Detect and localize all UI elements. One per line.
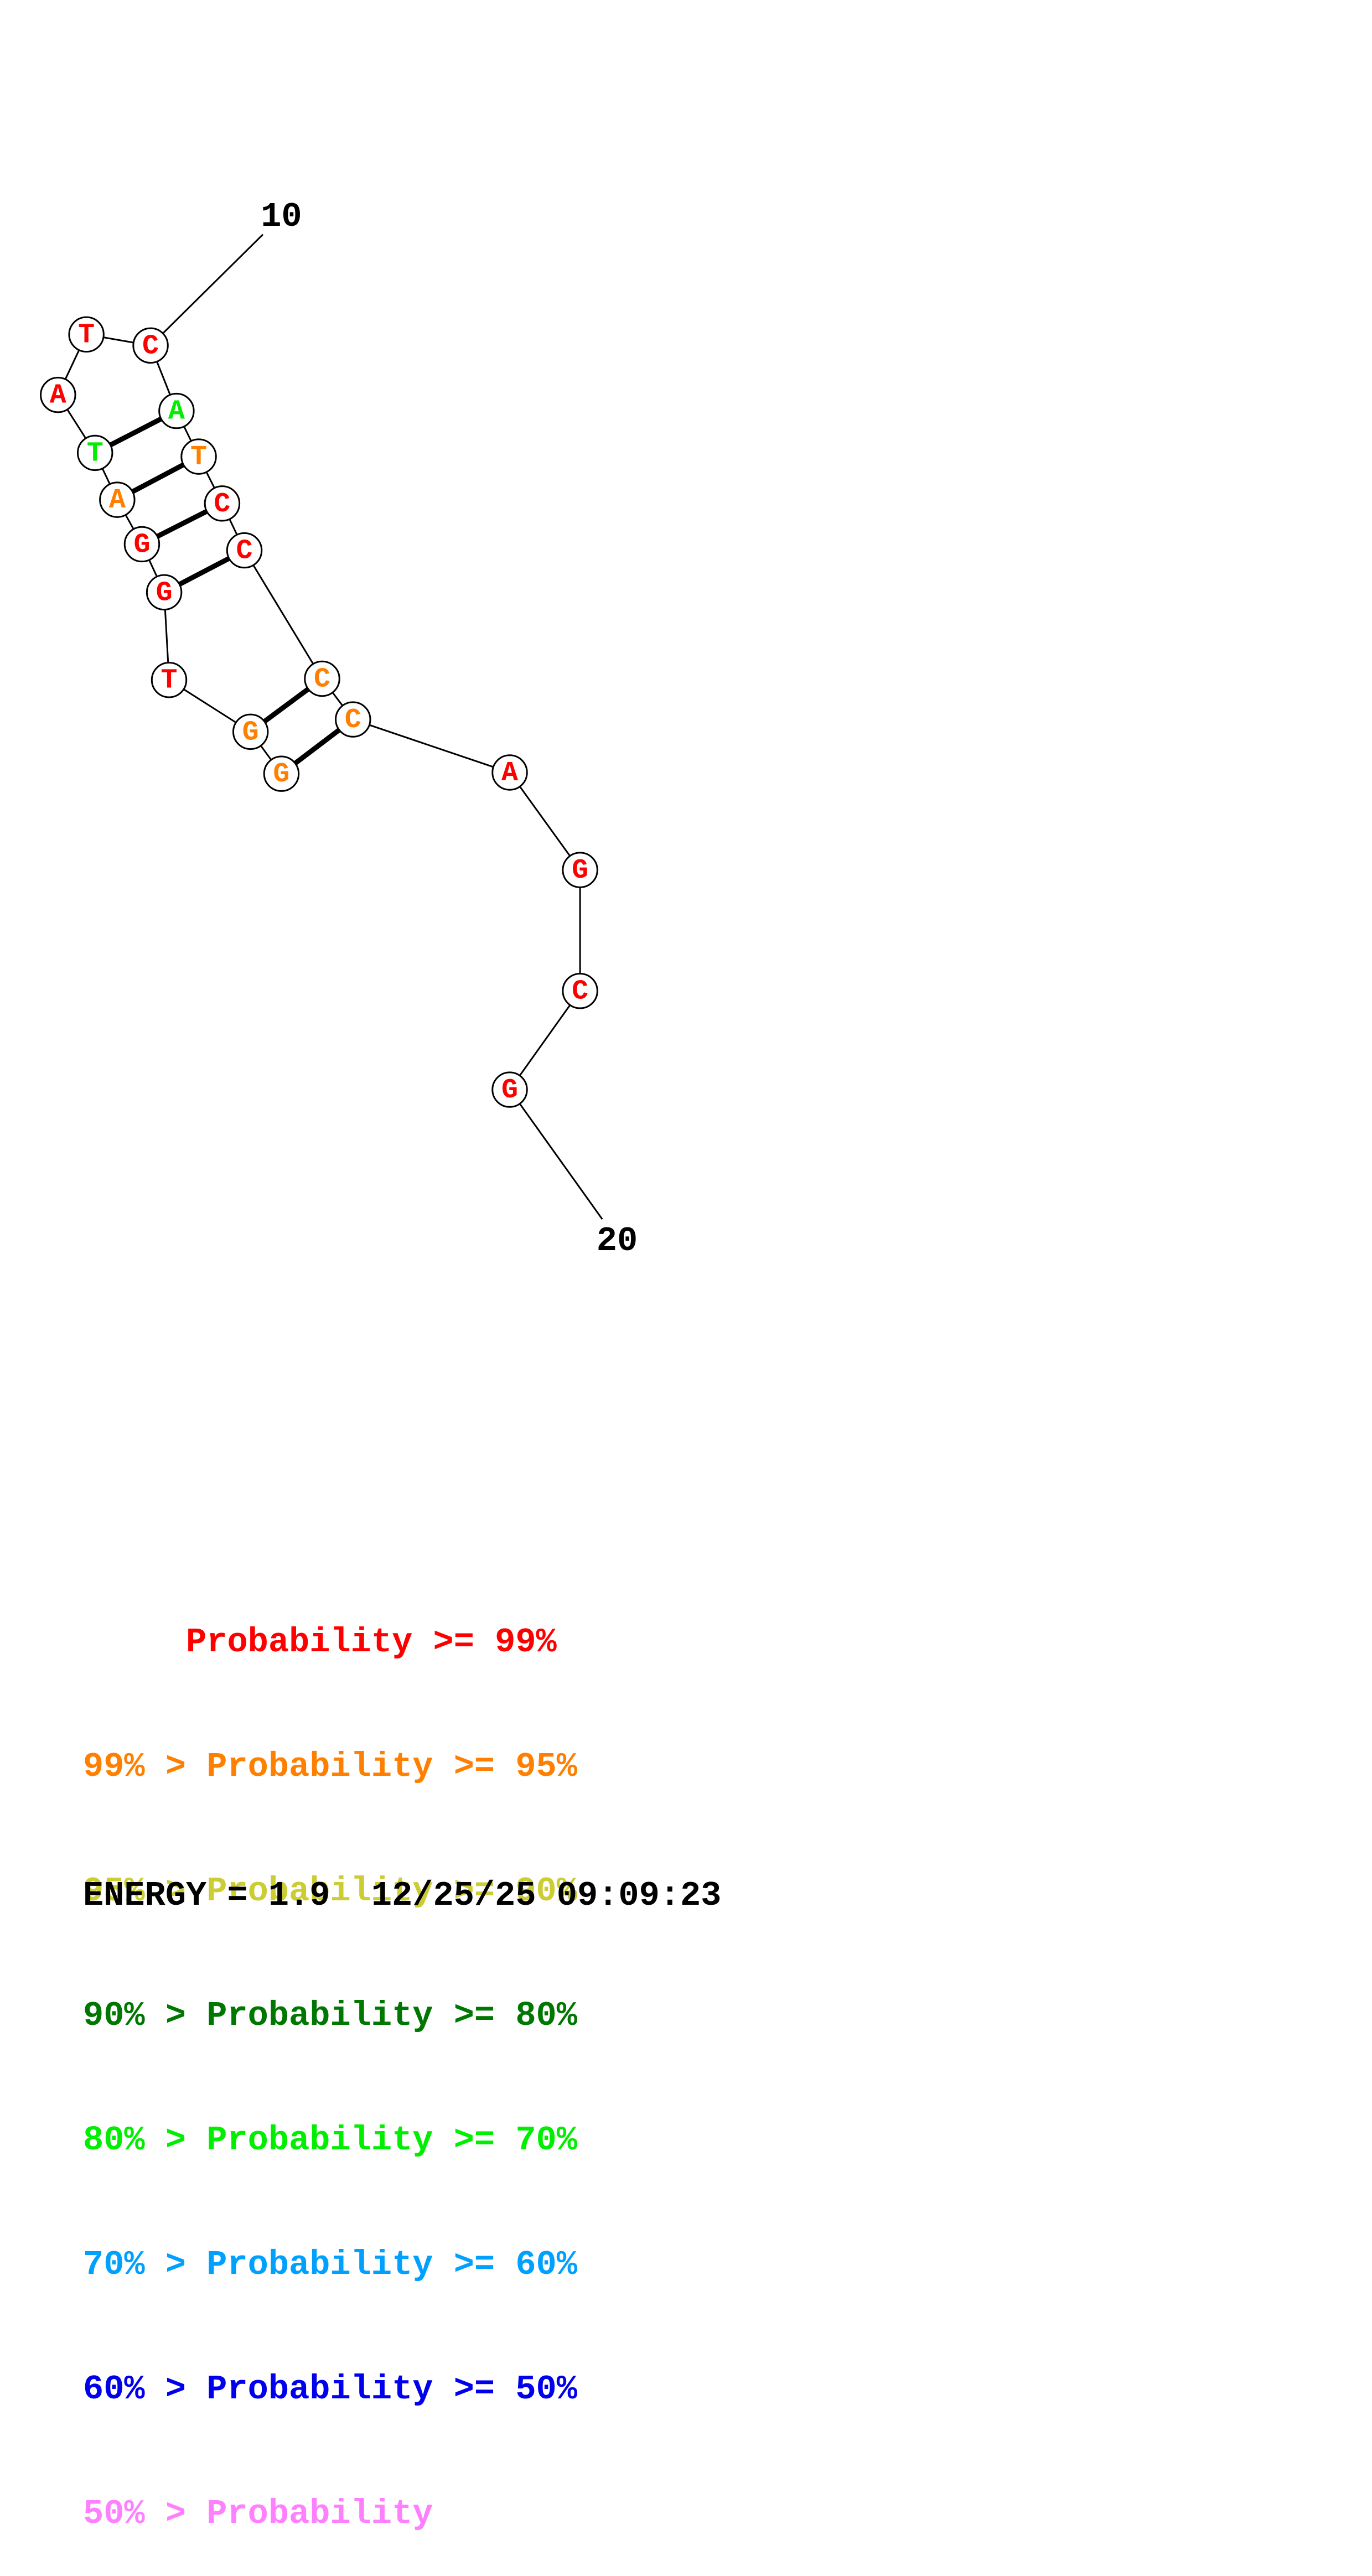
- nucleotide-letter: C: [214, 489, 230, 520]
- nucleotide-circle: [151, 662, 188, 698]
- legend-row-7: 50% > Probability: [83, 2494, 433, 2533]
- nucleotide-letter: G: [156, 577, 173, 609]
- nucleotide-letter: T: [190, 442, 207, 473]
- nucleotide-circle: [304, 660, 340, 697]
- nucleotide-letter: A: [501, 758, 518, 789]
- nucleotide-letter: A: [168, 396, 185, 428]
- nucleotide-circle: [204, 485, 241, 522]
- nucleotide-letter: G: [133, 529, 150, 561]
- nucleotide: G: [146, 574, 183, 611]
- backbone: [57, 234, 603, 1220]
- nucleotide-letter: G: [572, 855, 588, 887]
- nucleotide: C: [204, 485, 241, 522]
- base-pairs: [94, 408, 355, 776]
- nucleotide-circle: [263, 755, 300, 792]
- backbone-segment: [509, 1089, 603, 1220]
- nucleotide-letter: C: [345, 704, 361, 736]
- backbone-segment: [509, 772, 581, 871]
- legend-row-1: 99% > Probability >= 95%: [83, 1747, 577, 1786]
- nucleotide: T: [76, 434, 113, 471]
- nucleotide-circle: [123, 526, 161, 563]
- nucleotide: A: [99, 481, 136, 518]
- nucleotide-circle: [491, 1071, 528, 1108]
- nucleotide-circle: [146, 574, 183, 611]
- backbone-segment: [353, 718, 510, 774]
- nucleotide-letter: G: [242, 717, 259, 748]
- nucleotide-circle: [335, 701, 371, 738]
- nucleotide-circle: [99, 481, 136, 518]
- legend-row-5: 70% > Probability >= 60%: [83, 2245, 577, 2284]
- nucleotide-letter: C: [314, 664, 330, 696]
- nucleotide: T: [180, 438, 217, 475]
- nucleotide: G: [232, 713, 269, 750]
- nucleotide-letter: G: [501, 1075, 518, 1106]
- nucleotide-letter: C: [236, 536, 253, 567]
- nucleotide: T: [151, 662, 188, 698]
- legend-row-0: Probability >= 99%: [83, 1623, 557, 1662]
- nucleotide: G: [562, 852, 598, 888]
- backbone-segment: [509, 990, 581, 1090]
- nucleotide: T: [68, 316, 105, 353]
- nucleotide-letter: A: [109, 485, 126, 516]
- nucleotide: A: [158, 392, 195, 429]
- nucleotide: C: [226, 532, 263, 569]
- nucleotide: A: [491, 754, 528, 791]
- nucleotide: C: [304, 660, 340, 697]
- legend-row-3: 90% > Probability >= 80%: [83, 1996, 577, 2035]
- nucleotide-letter: T: [161, 665, 178, 697]
- nucleotide: A: [40, 376, 76, 413]
- nucleotide-circle: [562, 852, 598, 888]
- nucleotide-letter: A: [50, 380, 66, 412]
- backbone-segment: [150, 234, 264, 346]
- nucleotide: C: [132, 327, 169, 364]
- legend-row-6: 60% > Probability >= 50%: [83, 2370, 577, 2409]
- nucleotide-circle: [158, 392, 195, 429]
- nucleotide-letter: C: [142, 330, 159, 362]
- nucleotide-circle: [562, 972, 598, 1009]
- nucleotide-letter: T: [87, 438, 103, 469]
- legend-row-2: 95% > Probability >= 90%: [83, 1872, 577, 1911]
- nucleotide-circle: [491, 754, 528, 791]
- backbone-segment: [244, 550, 323, 680]
- nucleotide-circle: [232, 713, 269, 750]
- nucleotide: C: [335, 701, 371, 738]
- nucleotide-circle: [180, 438, 217, 475]
- nucleotide-letter: G: [273, 759, 289, 790]
- energy-line: ENERGY = 1.9 12/25/25 09:09:23: [83, 1876, 722, 1915]
- legend-row-4: 80% > Probability >= 70%: [83, 2121, 577, 2160]
- nucleotide-circle: [132, 327, 169, 364]
- nucleotide: G: [263, 755, 300, 792]
- nucleotide: C: [562, 972, 598, 1009]
- nucleotide-circle: [68, 316, 105, 353]
- nucleotide-circle: [226, 532, 263, 569]
- probability-legend: Probability >= 99% 99% > Probability >= …: [83, 1538, 577, 2576]
- nucleotide: G: [491, 1071, 528, 1108]
- nucleotide-circle: [76, 434, 113, 471]
- nucleotide: G: [123, 526, 161, 563]
- nucleotide-letter: C: [572, 976, 588, 1008]
- position-label: 20: [597, 1221, 638, 1261]
- position-labels: 10 20: [261, 197, 638, 1261]
- nucleotide-letter: T: [78, 319, 95, 351]
- position-label: 10: [261, 197, 302, 236]
- nucleotide-circle: [40, 376, 76, 413]
